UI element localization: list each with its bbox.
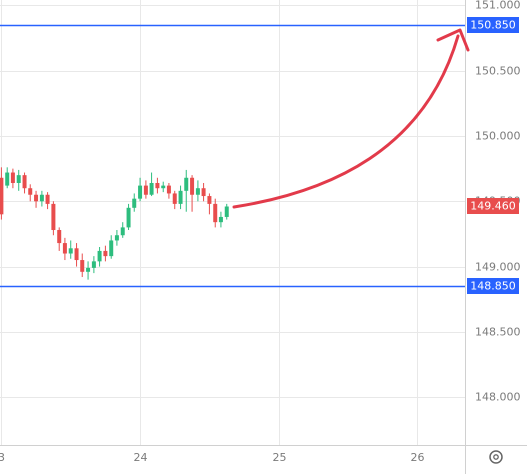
candle-body (218, 216, 223, 223)
candle-body (126, 207, 131, 228)
candle-body (114, 235, 119, 241)
candle-body (224, 206, 229, 217)
y-tick-label: 151.000 (475, 0, 521, 12)
x-tick-label: 3 (0, 451, 5, 464)
candle-body (166, 185, 171, 194)
y-tick-label: 150.000 (475, 130, 521, 143)
candle-body (28, 188, 33, 195)
candle-body (62, 243, 67, 254)
candle-body (57, 230, 62, 244)
candle-body (190, 177, 195, 195)
candle-body (201, 188, 206, 197)
y-tick-label: 148.000 (475, 391, 521, 404)
candle-body (155, 182, 160, 189)
x-tick-label: 25 (273, 451, 287, 464)
candle-body (149, 182, 154, 195)
candle-body (207, 196, 212, 204)
candle-body (103, 250, 108, 257)
x-tick-label: 26 (411, 451, 425, 464)
candle-body (86, 267, 91, 272)
candle-body (97, 250, 102, 262)
candle-body (143, 185, 148, 195)
gear-hub (493, 454, 499, 460)
y-tick-label: 150.500 (475, 65, 521, 78)
candle-body (132, 198, 137, 208)
candle-body (120, 227, 125, 236)
gear-ring (489, 450, 503, 464)
candle-body (74, 248, 79, 261)
hline-price-box (467, 17, 519, 33)
candle-body (109, 240, 114, 257)
candle-body (195, 188, 200, 195)
hline-price-box (467, 278, 519, 294)
x-tick-label: 24 (134, 451, 148, 464)
candle-body (10, 172, 15, 183)
axes: 151.000150.500150.000149.500149.000148.5… (0, 0, 521, 464)
candle-body (178, 190, 183, 204)
candle-body (91, 261, 96, 268)
candle-body (51, 203, 56, 231)
candle-body (68, 248, 73, 254)
hline-price-label: 150.850 (470, 19, 516, 32)
candle-body (80, 260, 85, 272)
candle-body (39, 194, 44, 202)
candle-body (34, 194, 39, 202)
candle-body (138, 185, 143, 199)
candle-body (161, 185, 166, 189)
candle-body (213, 203, 218, 223)
plot (0, 24, 465, 288)
candle-body (22, 175, 27, 189)
candle-body (16, 175, 21, 183)
hline-price-label: 148.850 (470, 280, 516, 293)
candle-body (172, 193, 177, 204)
candle-body (0, 177, 4, 215)
last-price-label: 149.460 (470, 200, 516, 213)
candle-body (184, 177, 189, 191)
annotation-arrow (232, 34, 460, 209)
y-tick-label: 149.000 (475, 261, 521, 274)
annotation-arrowhead (436, 28, 470, 52)
grid (0, 0, 465, 445)
candle-body (45, 194, 50, 204)
settings-button[interactable] (489, 450, 503, 464)
y-tick-label: 148.500 (475, 326, 521, 339)
last-price-box (467, 198, 519, 214)
candle-body (5, 172, 10, 186)
